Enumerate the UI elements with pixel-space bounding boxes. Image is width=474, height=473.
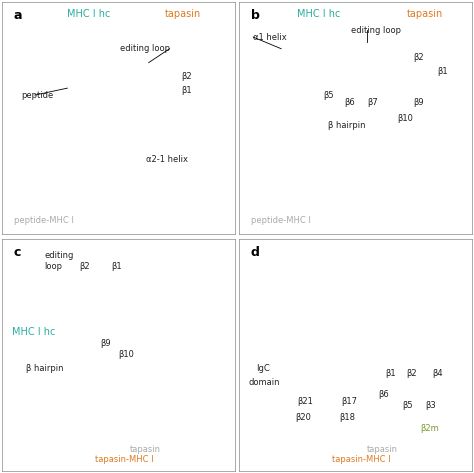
Text: β hairpin: β hairpin xyxy=(328,121,365,130)
Text: β17: β17 xyxy=(342,396,357,406)
Text: β1: β1 xyxy=(181,86,192,95)
Text: MHC I hc: MHC I hc xyxy=(298,9,341,19)
Text: β2: β2 xyxy=(407,369,417,378)
Text: β2: β2 xyxy=(79,262,90,271)
Text: IgC: IgC xyxy=(255,364,269,373)
Text: β4: β4 xyxy=(432,369,443,378)
Text: β18: β18 xyxy=(339,413,355,422)
Text: β9: β9 xyxy=(100,339,110,348)
Text: d: d xyxy=(251,246,260,259)
Text: editing loop: editing loop xyxy=(351,26,401,35)
Text: β9: β9 xyxy=(413,97,424,106)
Text: β10: β10 xyxy=(118,350,134,359)
Text: editing loop: editing loop xyxy=(119,44,170,53)
Text: β2: β2 xyxy=(413,53,424,62)
Text: β5: β5 xyxy=(402,401,412,410)
Text: peptide-MHC I: peptide-MHC I xyxy=(14,216,74,225)
Text: β6: β6 xyxy=(344,97,355,106)
Text: tapasin: tapasin xyxy=(130,446,161,455)
Text: a: a xyxy=(14,9,22,22)
Text: α2-1 helix: α2-1 helix xyxy=(146,156,188,165)
Text: β10: β10 xyxy=(397,114,413,123)
Text: β20: β20 xyxy=(295,413,311,422)
Text: b: b xyxy=(251,9,260,22)
Text: c: c xyxy=(14,246,21,259)
Text: β hairpin: β hairpin xyxy=(26,364,63,373)
Text: β5: β5 xyxy=(323,90,334,100)
Text: tapasin-MHC I: tapasin-MHC I xyxy=(95,455,154,464)
Text: loop: loop xyxy=(44,262,62,271)
Text: β2: β2 xyxy=(181,72,192,81)
Text: editing: editing xyxy=(44,251,73,260)
Text: tapasin: tapasin xyxy=(367,446,398,455)
Text: peptide: peptide xyxy=(21,90,53,100)
Text: MHC I hc: MHC I hc xyxy=(12,326,55,337)
Text: β6: β6 xyxy=(379,390,390,399)
Text: domain: domain xyxy=(249,378,280,387)
Text: β2m: β2m xyxy=(420,424,439,433)
Text: tapasin: tapasin xyxy=(407,9,443,19)
Text: β1: β1 xyxy=(386,369,396,378)
Text: β1: β1 xyxy=(437,67,447,77)
Text: tapasin: tapasin xyxy=(165,9,201,19)
Text: β3: β3 xyxy=(425,401,436,410)
Text: β7: β7 xyxy=(367,97,378,106)
Text: peptide-MHC I: peptide-MHC I xyxy=(251,216,311,225)
Text: α1 helix: α1 helix xyxy=(253,33,287,42)
Text: MHC I hc: MHC I hc xyxy=(67,9,111,19)
Text: β21: β21 xyxy=(298,396,313,406)
Text: tapasin-MHC I: tapasin-MHC I xyxy=(332,455,391,464)
Text: β1: β1 xyxy=(111,262,122,271)
